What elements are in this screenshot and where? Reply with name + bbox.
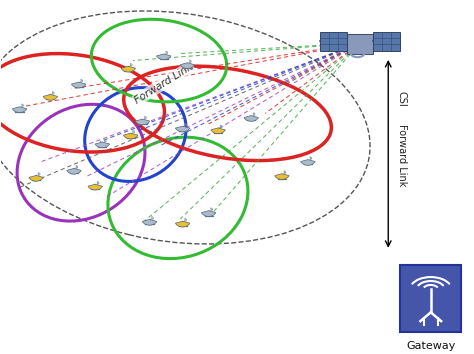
Wedge shape	[72, 82, 86, 88]
Wedge shape	[175, 126, 190, 132]
Wedge shape	[67, 169, 81, 174]
Wedge shape	[244, 116, 258, 121]
Wedge shape	[123, 133, 138, 139]
Bar	[319, 32, 346, 51]
Wedge shape	[180, 63, 195, 68]
Bar	[346, 34, 373, 53]
Wedge shape	[88, 184, 102, 190]
Text: Forward Link: Forward Link	[397, 125, 407, 187]
Wedge shape	[95, 142, 109, 148]
Wedge shape	[211, 128, 225, 133]
Wedge shape	[201, 211, 216, 216]
Bar	[400, 265, 462, 332]
Wedge shape	[142, 219, 157, 225]
Wedge shape	[43, 95, 57, 100]
Wedge shape	[301, 160, 315, 165]
Text: Gateway: Gateway	[406, 341, 456, 350]
Text: Forward Link: Forward Link	[133, 62, 195, 105]
Wedge shape	[12, 107, 27, 113]
Wedge shape	[274, 174, 289, 179]
Wedge shape	[175, 221, 190, 227]
Bar	[373, 32, 400, 51]
Wedge shape	[135, 119, 150, 125]
Wedge shape	[121, 66, 136, 72]
Wedge shape	[156, 54, 171, 60]
Text: CSI: CSI	[397, 91, 407, 107]
Wedge shape	[29, 176, 43, 181]
